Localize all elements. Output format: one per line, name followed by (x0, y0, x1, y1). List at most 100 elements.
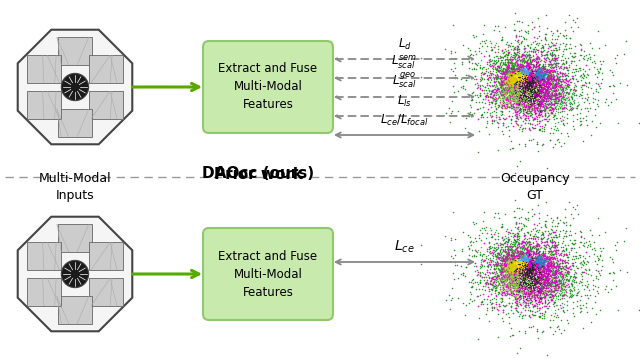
Point (496, 68, 506, 74)
Point (511, 69, 522, 75)
Point (511, 118, 522, 124)
Point (504, 291, 514, 297)
Point (516, 276, 527, 282)
Point (534, 84, 544, 90)
Point (524, 268, 534, 274)
Point (552, 272, 563, 278)
Point (509, 85, 519, 90)
Point (526, 276, 536, 281)
Point (490, 277, 500, 283)
Point (490, 50, 500, 55)
Point (565, 103, 575, 109)
Point (500, 85, 510, 91)
Point (550, 283, 561, 288)
Point (529, 102, 540, 108)
Point (518, 91, 528, 97)
Point (511, 289, 522, 294)
Point (524, 247, 534, 253)
Point (509, 75, 520, 80)
Point (536, 238, 547, 244)
Point (517, 77, 527, 83)
Point (543, 279, 554, 285)
Point (538, 261, 548, 266)
Point (527, 271, 538, 277)
Point (525, 257, 536, 263)
Point (516, 258, 527, 264)
Point (494, 250, 504, 256)
Point (570, 237, 580, 243)
Point (539, 281, 549, 287)
Point (529, 87, 540, 93)
Point (527, 278, 538, 283)
Point (531, 286, 541, 292)
Point (502, 64, 513, 70)
Point (515, 275, 525, 281)
Point (556, 271, 566, 276)
Point (541, 78, 551, 83)
Point (485, 256, 495, 261)
Point (540, 61, 550, 67)
Point (507, 252, 517, 258)
Point (536, 91, 546, 97)
Point (508, 265, 518, 270)
Point (517, 260, 527, 266)
Point (531, 274, 541, 280)
Point (534, 249, 545, 255)
Point (506, 75, 516, 80)
Point (469, 66, 479, 72)
Point (497, 264, 507, 270)
Point (554, 80, 564, 86)
Point (550, 82, 561, 88)
Point (508, 250, 518, 256)
Point (529, 276, 539, 282)
Point (524, 236, 534, 241)
Point (470, 48, 480, 54)
Point (522, 255, 532, 261)
Point (500, 244, 510, 250)
Point (534, 107, 545, 113)
Point (488, 282, 498, 288)
Point (510, 281, 520, 287)
Point (545, 267, 555, 273)
Point (578, 242, 588, 248)
Point (547, 248, 557, 253)
Point (546, 308, 556, 313)
Point (530, 276, 540, 282)
Point (506, 279, 516, 284)
Point (498, 98, 508, 103)
Point (536, 89, 546, 94)
Point (520, 241, 531, 247)
Point (566, 107, 576, 113)
Point (512, 105, 522, 111)
Point (536, 296, 547, 302)
Point (531, 284, 541, 289)
Point (499, 264, 509, 270)
Point (560, 266, 570, 272)
Point (522, 87, 532, 92)
Point (515, 82, 525, 88)
Point (553, 98, 563, 104)
Point (511, 303, 522, 308)
Point (532, 79, 543, 84)
Point (524, 274, 534, 280)
Point (537, 97, 547, 103)
Point (538, 71, 548, 77)
Point (525, 91, 536, 97)
Point (557, 289, 567, 295)
Point (520, 78, 531, 84)
Point (513, 75, 523, 81)
Point (506, 94, 516, 100)
Point (521, 55, 531, 61)
Point (511, 278, 521, 284)
Point (502, 273, 513, 279)
Point (533, 256, 543, 262)
Point (491, 75, 501, 81)
Point (526, 102, 536, 107)
Point (567, 53, 577, 59)
Point (539, 313, 549, 319)
Point (545, 262, 556, 268)
Point (518, 259, 528, 265)
Point (499, 265, 509, 271)
Point (527, 67, 538, 73)
Point (516, 248, 527, 254)
